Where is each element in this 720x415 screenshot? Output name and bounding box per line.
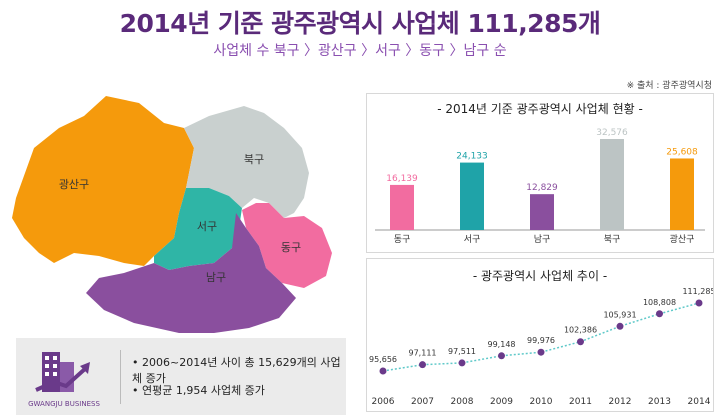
trend-line <box>382 302 700 372</box>
bar-북구 <box>600 139 624 230</box>
line-chart-panel: - 광주광역시 사업체 추이 - 95,656 2006 97,111 2007 97,… <box>366 258 714 412</box>
trend-value-label: 97,511 <box>448 347 476 356</box>
map-label-gwangsan: 광산구 <box>59 178 89 191</box>
trend-value-label: 108,808 <box>643 298 676 307</box>
map-label-buk: 북구 <box>244 153 264 166</box>
trend-point-2007 <box>419 361 426 369</box>
bar-category-label: 광산구 <box>670 233 695 245</box>
bar-광산구 <box>670 158 694 230</box>
bar-value-label: 16,139 <box>386 174 418 184</box>
x-tick-label: 2011 <box>569 397 592 407</box>
x-tick-label: 2010 <box>530 397 553 407</box>
trend-point-2008 <box>458 359 466 367</box>
map-district-seo <box>154 188 242 270</box>
x-tick-label: 2007 <box>411 397 434 407</box>
trend-point-2014 <box>695 299 703 307</box>
trend-value-label: 95,656 <box>369 355 397 364</box>
map-label-dong: 동구 <box>281 241 301 254</box>
business-growth-icon: GWANGJU BUSINESS <box>28 352 100 408</box>
trend-point-2013 <box>656 310 663 318</box>
page-title: 2014년 기준 광주광역시 사업체 111,285개 <box>119 9 601 38</box>
line-chart-title: - 광주광역시 사업체 추이 - <box>472 269 608 283</box>
bar-value-label: 32,576 <box>596 128 628 138</box>
trend-value-label: 111,285 <box>682 287 713 296</box>
trend-point-2012 <box>616 322 624 330</box>
bar-value-label: 12,829 <box>526 183 558 193</box>
line-chart: 95,656 2006 97,111 2007 97,511 2008 99,148 2009… <box>369 287 713 407</box>
bar-category-label: 북구 <box>604 234 621 245</box>
map-district-nam <box>86 213 296 333</box>
source-note: ※ 출처 : 광주광역시청 <box>626 81 712 91</box>
x-tick-label: 2009 <box>490 397 513 407</box>
trend-point-2010 <box>537 348 545 356</box>
page-subtitle: 사업체 수 북구 〉광산구 〉서구 〉동구 〉남구 순 <box>213 43 507 59</box>
map-district-buk <box>184 106 309 218</box>
trend-value-label: 102,386 <box>564 326 597 335</box>
bar-남구 <box>530 194 554 230</box>
bar-chart: 16,139 동구 24,133 서구 12,829 남구 32,576 북구 25,608 광산… <box>375 128 705 245</box>
bar-category-label: 남구 <box>534 234 551 245</box>
bar-value-label: 24,133 <box>456 152 488 162</box>
map-district-gwangsan <box>12 96 194 266</box>
info-line-total-increase: • 2006~2014년 사이 총 15,629개의 사업체 증가 <box>132 356 341 385</box>
bar-chart-panel: - 2014년 기준 광주광역시 사업체 현황 - 16,139 동구 24,133… <box>366 93 714 253</box>
bar-동구 <box>390 184 414 230</box>
bar-category-label: 동구 <box>394 234 411 245</box>
x-tick-label: 2008 <box>451 397 474 407</box>
info-divider <box>120 350 121 404</box>
district-map: 광산구 북구 서구 동구 남구 <box>12 96 332 333</box>
bar-서구 <box>460 162 484 230</box>
trend-value-label: 99,148 <box>488 340 516 349</box>
x-tick-label: 2014 <box>688 397 711 407</box>
info-line-annual-increase: • 연평균 1,954 사업체 증가 <box>132 384 265 397</box>
x-tick-label: 2013 <box>648 397 671 407</box>
trend-value-label: 105,931 <box>603 310 636 319</box>
trend-point-2011 <box>577 338 584 346</box>
map-label-nam: 남구 <box>206 271 226 284</box>
map-label-seo: 서구 <box>197 220 217 233</box>
map-district-dong <box>242 203 332 288</box>
logo-text: GWANGJU BUSINESS <box>28 400 100 408</box>
bar-value-label: 25,608 <box>666 147 698 157</box>
x-tick-label: 2006 <box>372 397 395 407</box>
info-box: GWANGJU BUSINESS • 2006~2014년 사이 총 15,62… <box>16 338 346 415</box>
trend-value-label: 99,976 <box>527 336 555 345</box>
bar-chart-title: - 2014년 기준 광주광역시 사업체 현황 - <box>437 102 643 116</box>
bar-category-label: 서구 <box>464 234 481 245</box>
x-tick-label: 2012 <box>609 397 632 407</box>
trend-value-label: 97,111 <box>409 349 437 358</box>
trend-point-2009 <box>498 352 505 360</box>
trend-point-2006 <box>379 367 387 375</box>
